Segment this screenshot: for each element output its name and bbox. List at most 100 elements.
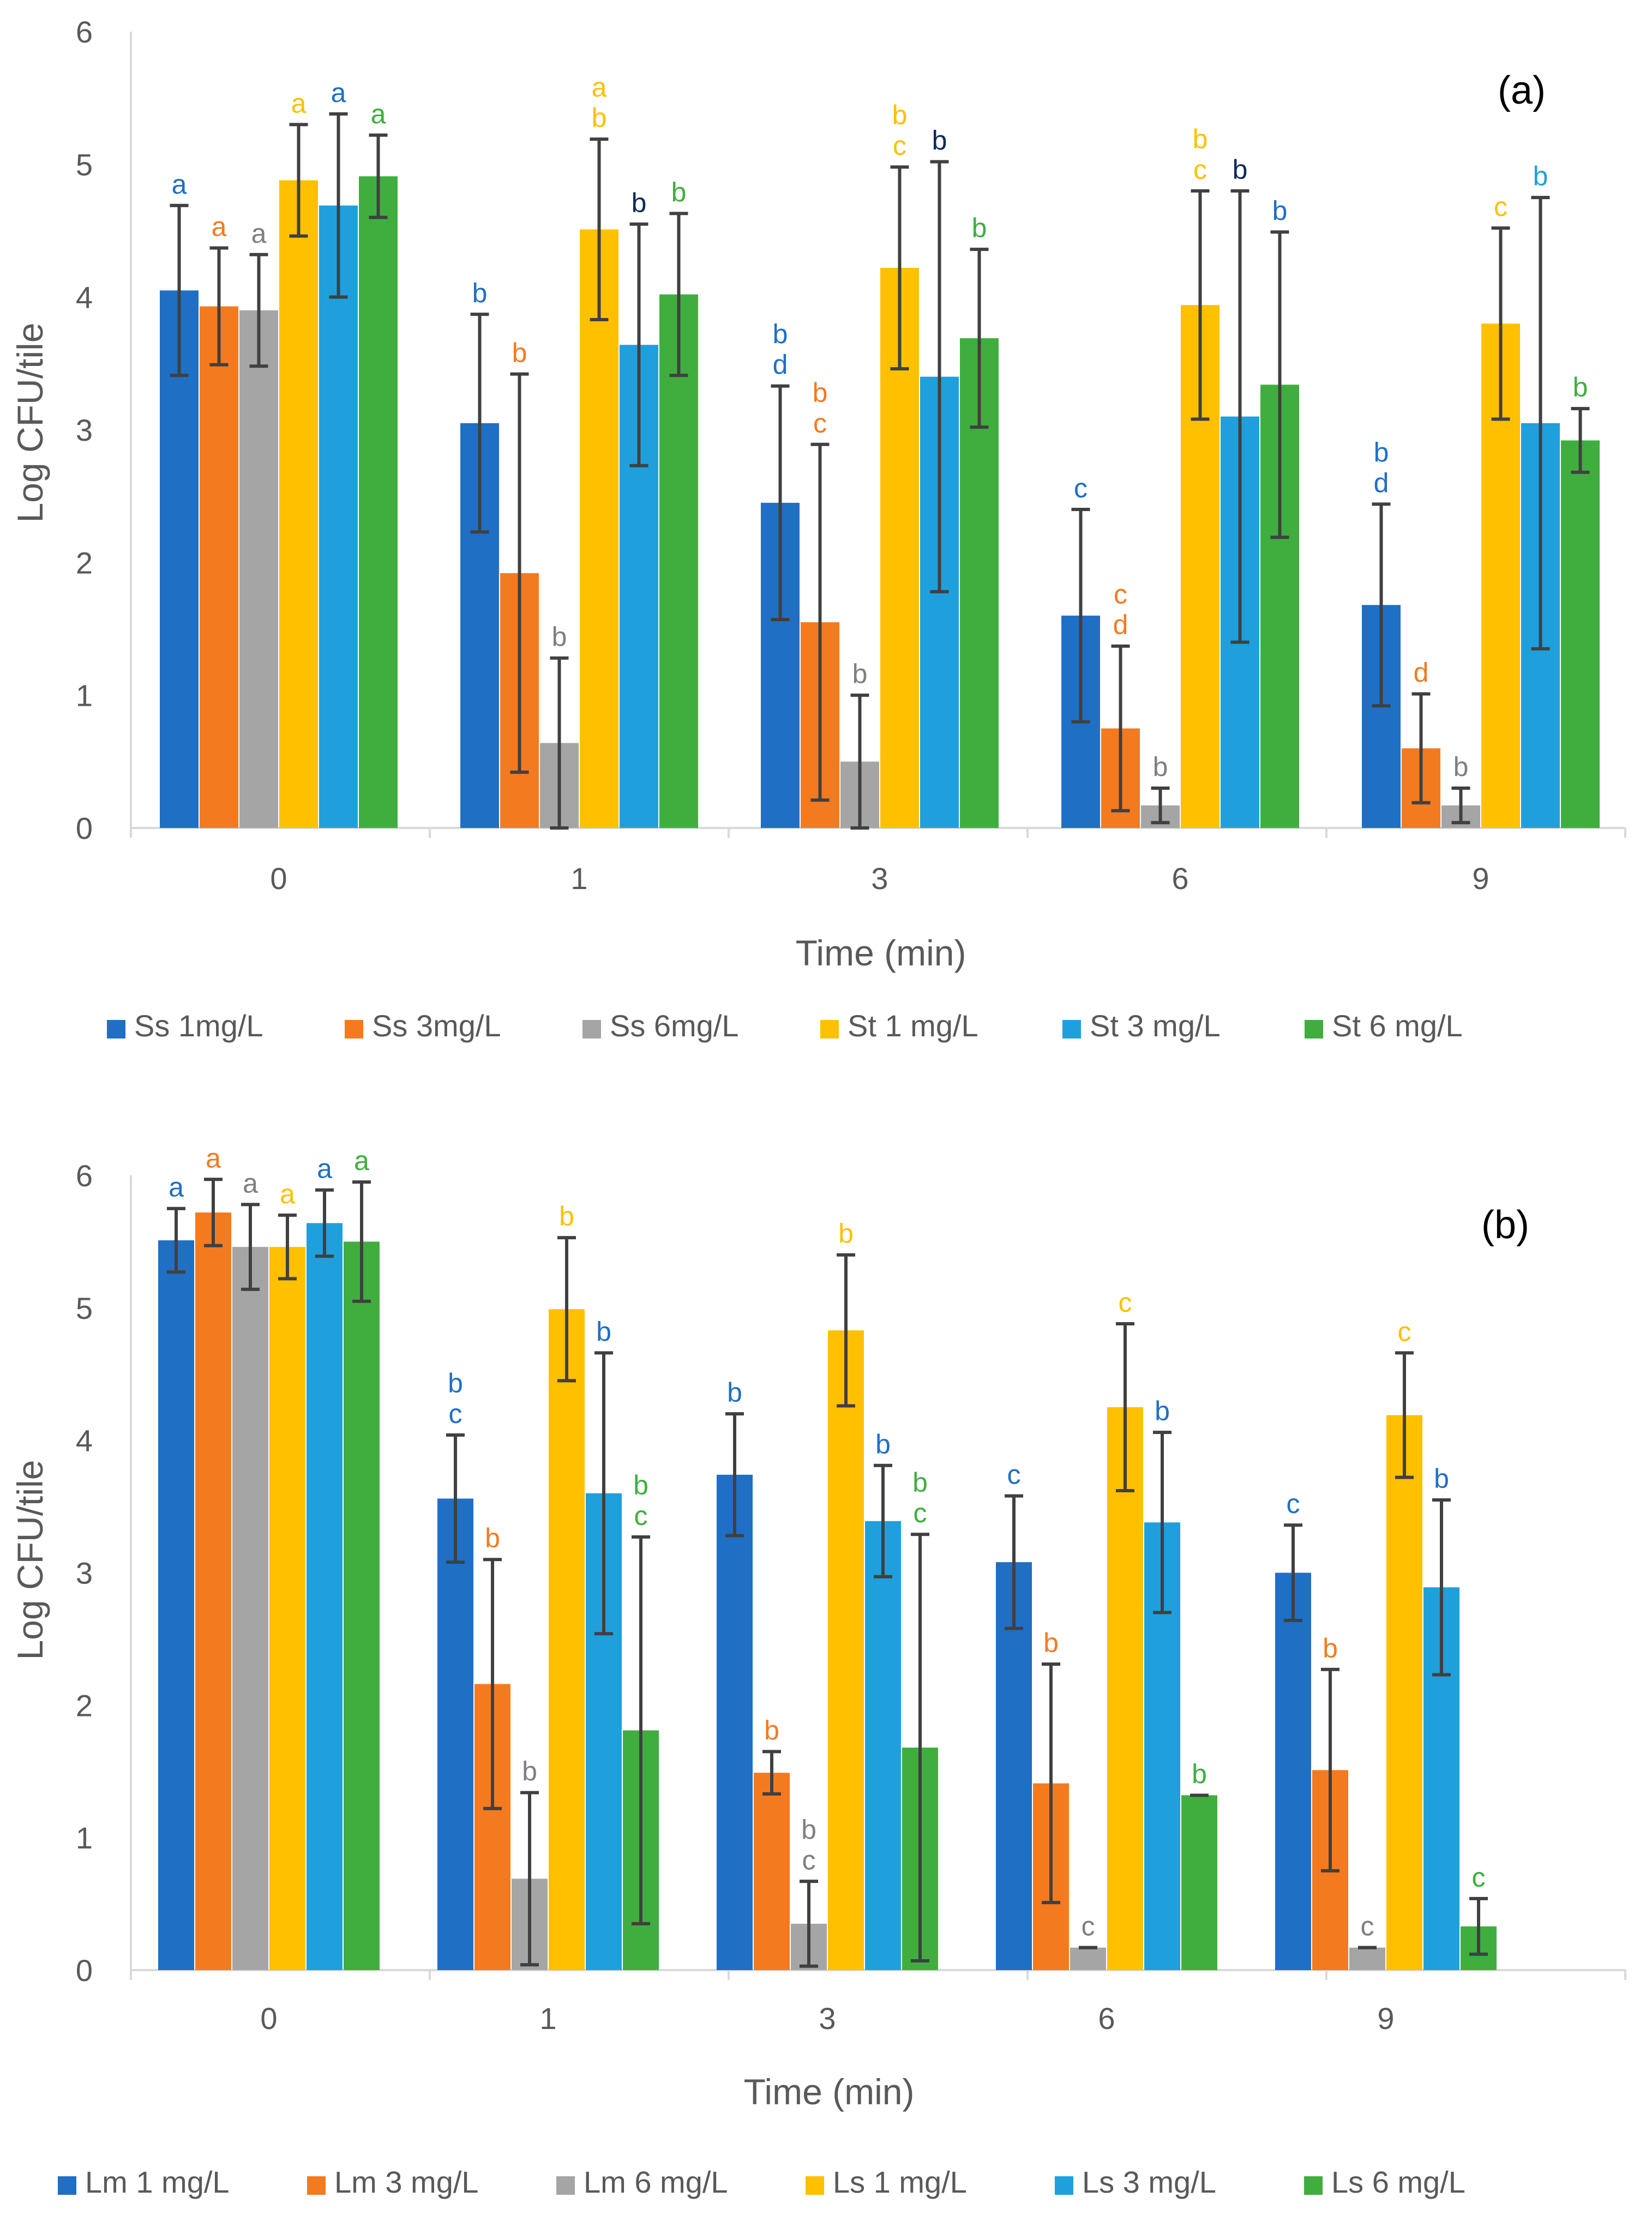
error-bar: [470, 313, 489, 534]
significance-letter: b: [932, 125, 947, 155]
error-bar: [629, 222, 648, 467]
error-bar: [1005, 1494, 1023, 1630]
error-bar: [1411, 692, 1431, 805]
y-tick-label: 2: [76, 545, 93, 580]
panel-label: (b): [1481, 1203, 1529, 1247]
error-bar: [557, 1236, 576, 1383]
significance-letter: c: [1494, 191, 1507, 222]
legend-label: Lm 6 mg/L: [584, 2165, 728, 2199]
error-bar: [1531, 196, 1550, 651]
error-bar: [669, 212, 688, 377]
significance-letter: b: [773, 319, 788, 350]
error-bar: [810, 442, 830, 802]
significance-letter: c: [1074, 473, 1088, 503]
bar: [659, 294, 698, 828]
significance-letter: b: [485, 1523, 500, 1553]
significance-letter: c: [634, 1500, 648, 1531]
bar: [359, 176, 398, 828]
bar: [1181, 1795, 1217, 1970]
error-bar: [930, 160, 949, 593]
error-bar: [850, 693, 869, 830]
significance-letter: b: [1453, 752, 1469, 782]
legend-label: St 3 mg/L: [1090, 1009, 1221, 1043]
significance-letter: b: [875, 1429, 891, 1460]
y-tick-label: 4: [76, 1424, 93, 1458]
error-bar: [1270, 230, 1289, 539]
significance-letter: a: [331, 77, 346, 108]
significance-letter: b: [1573, 372, 1588, 403]
y-tick-label: 3: [76, 413, 93, 447]
significance-letter: b: [813, 377, 828, 408]
significance-letter: c: [1361, 1911, 1374, 1942]
legend-swatch: [556, 2176, 575, 2195]
legend-swatch: [806, 2176, 824, 2195]
panel-label: (a): [1498, 69, 1546, 112]
error-bar: [550, 656, 569, 830]
significance-letter: b: [727, 1377, 742, 1408]
significance-letter: b: [1323, 1633, 1338, 1664]
bar: [754, 1773, 790, 1970]
x-tick-label: 6: [1098, 2001, 1115, 2036]
x-tick-label: 3: [819, 2001, 836, 2036]
bar: [1561, 440, 1600, 828]
significance-letter: c: [813, 408, 827, 439]
x-axis-title: Time (min): [744, 2072, 915, 2112]
legend-swatch: [820, 1020, 839, 1039]
x-tick-label: 6: [1172, 861, 1188, 896]
error-bar: [970, 248, 989, 429]
error-bar: [1042, 1662, 1060, 1905]
bar: [1070, 1947, 1106, 1970]
significance-letter: c: [914, 1498, 927, 1528]
significance-letter: b: [592, 103, 607, 133]
significance-letter: b: [1155, 1396, 1170, 1426]
significance-letter: b: [1434, 1463, 1449, 1494]
significance-letter: b: [1233, 154, 1248, 185]
error-bar: [874, 1463, 892, 1578]
legend-label: Lm 1 mg/L: [85, 2165, 230, 2199]
y-tick-label: 4: [76, 280, 93, 315]
y-tick-label: 6: [76, 15, 93, 49]
legend-label: Lm 3 mg/L: [334, 2165, 479, 2199]
y-axis-title: Log CFU/tile: [10, 1460, 50, 1660]
significance-letter: c: [802, 1845, 816, 1875]
legend-swatch: [1304, 2176, 1323, 2195]
error-bar: [800, 1880, 818, 1968]
y-tick-label: 1: [76, 1821, 93, 1855]
error-bar: [725, 1412, 744, 1538]
significance-letter: b: [512, 338, 527, 368]
significance-letter: b: [1193, 124, 1208, 154]
error-bar: [249, 253, 268, 368]
error-bar: [1571, 407, 1590, 474]
y-tick-label: 6: [76, 1158, 93, 1193]
bar: [437, 1498, 473, 1970]
y-tick-label: 2: [76, 1688, 93, 1722]
significance-letter: a: [354, 1145, 369, 1176]
significance-letter: a: [317, 1154, 332, 1184]
error-bar: [209, 246, 229, 367]
significance-letter: d: [1113, 610, 1128, 640]
error-bar: [594, 1351, 613, 1636]
legend-label: St 6 mg/L: [1332, 1009, 1463, 1043]
error-bar: [1395, 1351, 1414, 1479]
error-bar: [1284, 1523, 1302, 1622]
x-tick-label: 0: [270, 861, 287, 896]
x-tick-label: 0: [260, 2001, 277, 2036]
error-bar: [1469, 1896, 1488, 1956]
error-bar: [1111, 644, 1130, 813]
bar: [319, 205, 358, 829]
significance-letter: a: [206, 1143, 221, 1173]
significance-letter: c: [1119, 1287, 1132, 1318]
significance-letter: b: [1153, 752, 1168, 782]
legend-swatch: [58, 2176, 76, 2195]
x-tick-label: 1: [539, 2001, 556, 2036]
significance-letter: a: [251, 218, 267, 249]
significance-letter: a: [280, 1179, 295, 1209]
legend-label: Ss 6mg/L: [610, 1009, 739, 1043]
bar: [344, 1241, 380, 1970]
error-bar: [1191, 189, 1210, 421]
error-bar: [590, 137, 609, 322]
error-bar: [632, 1535, 650, 1926]
error-bar: [241, 1203, 260, 1291]
significance-letter: b: [852, 659, 868, 689]
